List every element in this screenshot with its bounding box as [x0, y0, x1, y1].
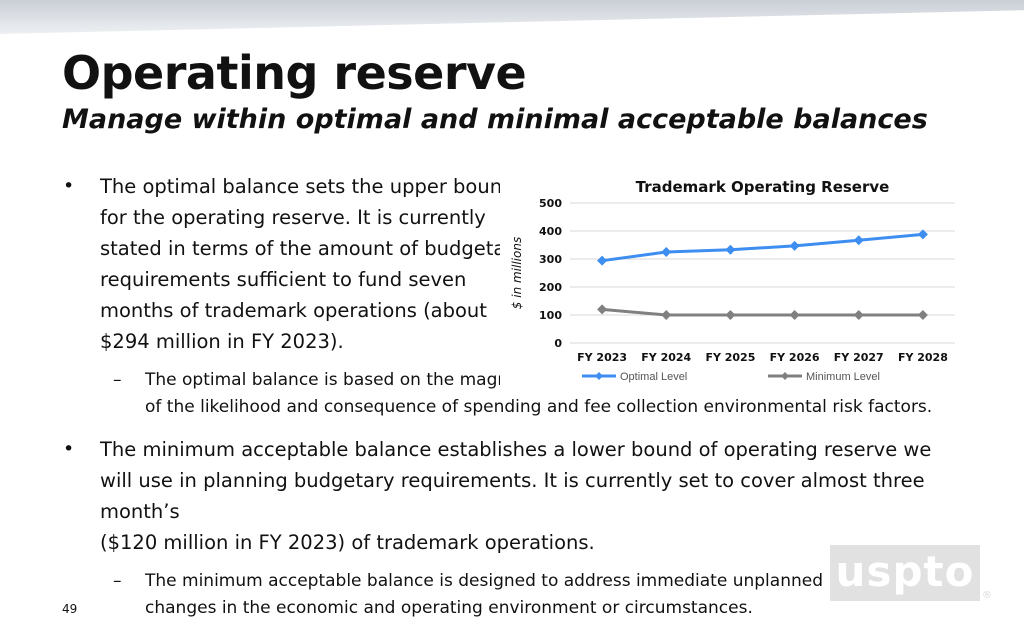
- data-point: [789, 310, 800, 320]
- sub-bullet-optimal: – The optimal balance is based on the ma…: [113, 367, 575, 394]
- data-point: [853, 235, 864, 246]
- y-tick-label: 400: [539, 225, 562, 238]
- data-point: [661, 310, 672, 320]
- page-number: 49: [62, 602, 78, 616]
- slide-title: Operating reserve: [62, 46, 527, 100]
- x-tick-label: FY 2028: [898, 351, 948, 364]
- data-point: [725, 310, 736, 320]
- sub-bullet-minimum-text: The minimum acceptable balance is design…: [145, 571, 823, 618]
- data-point: [661, 247, 672, 257]
- x-tick-label: FY 2024: [641, 351, 691, 364]
- top-decorative-band: [0, 0, 1024, 34]
- y-tick-label: 300: [539, 253, 562, 266]
- data-point: [789, 240, 800, 251]
- data-point: [597, 255, 608, 266]
- y-tick-label: 500: [539, 197, 562, 210]
- legend-marker: [781, 372, 789, 380]
- x-tick-label: FY 2023: [577, 351, 627, 364]
- sub-bullet-optimal-continued: of the likelihood and consequence of spe…: [145, 394, 985, 421]
- bullet-dot-icon: •: [63, 438, 75, 460]
- y-tick-label: 200: [539, 281, 562, 294]
- reserve-chart: Trademark Operating Reserve 0 100 200 300 400…: [500, 170, 970, 390]
- data-point: [917, 229, 928, 240]
- bullet-optimal-text: The optimal balance sets the upper bound…: [100, 175, 525, 353]
- series-line-optimal: [601, 232, 924, 263]
- legend-label: Optimal Level: [620, 371, 687, 383]
- bullet-optimal-balance: • The optimal balance sets the upper bou…: [63, 171, 530, 357]
- data-point: [597, 304, 608, 315]
- legend-label: Minimum Level: [806, 371, 880, 383]
- sub-bullet-minimum: – The minimum acceptable balance is desi…: [113, 568, 845, 622]
- y-axis-label: $ in millions: [510, 237, 524, 309]
- slide-subtitle: Manage within optimal and minimal accept…: [62, 104, 928, 135]
- dash-icon: –: [113, 571, 122, 591]
- data-point: [725, 244, 736, 255]
- data-point: [853, 310, 864, 320]
- data-point: [917, 310, 928, 320]
- x-tick-label: FY 2026: [770, 351, 820, 364]
- series-line-minimum: [601, 307, 923, 317]
- x-tick-label: FY 2025: [705, 351, 755, 364]
- bullet-minimum-text: The minimum acceptable balance establish…: [100, 438, 932, 523]
- reserve-chart-svg: Trademark Operating Reserve 0 100 200 300 400…: [510, 178, 955, 383]
- legend-marker: [595, 372, 603, 380]
- y-tick-label: 100: [539, 309, 562, 322]
- dash-icon: –: [113, 370, 122, 390]
- sub-bullet-optimal-text-b: of the likelihood and consequence of spe…: [145, 397, 933, 417]
- y-tick-label: 0: [554, 337, 562, 350]
- sub-bullet-optimal-text-a: The optimal balance is based on the magn…: [145, 370, 552, 390]
- bullet-minimum-balance: • The minimum acceptable balance establi…: [63, 434, 960, 558]
- chart-title: Trademark Operating Reserve: [636, 178, 890, 196]
- uspto-logo: uspto: [830, 545, 980, 601]
- bullet-minimum-text-b: ($120 million in FY 2023) of trademark o…: [100, 531, 595, 554]
- x-tick-label: FY 2027: [834, 351, 884, 364]
- bullet-dot-icon: •: [63, 175, 75, 197]
- registered-mark-icon: ®: [982, 590, 992, 601]
